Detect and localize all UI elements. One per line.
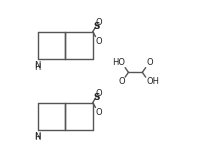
- Text: N: N: [34, 61, 40, 70]
- Text: H: H: [34, 62, 40, 71]
- Text: S: S: [93, 93, 99, 102]
- Text: O: O: [118, 77, 125, 86]
- Text: OH: OH: [146, 77, 159, 86]
- Text: O: O: [96, 37, 102, 46]
- Text: H: H: [34, 133, 40, 142]
- Text: O: O: [96, 18, 102, 27]
- Text: O: O: [96, 108, 102, 117]
- Text: HO: HO: [112, 58, 125, 67]
- Text: N: N: [34, 132, 40, 141]
- Text: O: O: [96, 89, 102, 98]
- Text: O: O: [146, 58, 153, 67]
- Text: S: S: [93, 22, 99, 31]
